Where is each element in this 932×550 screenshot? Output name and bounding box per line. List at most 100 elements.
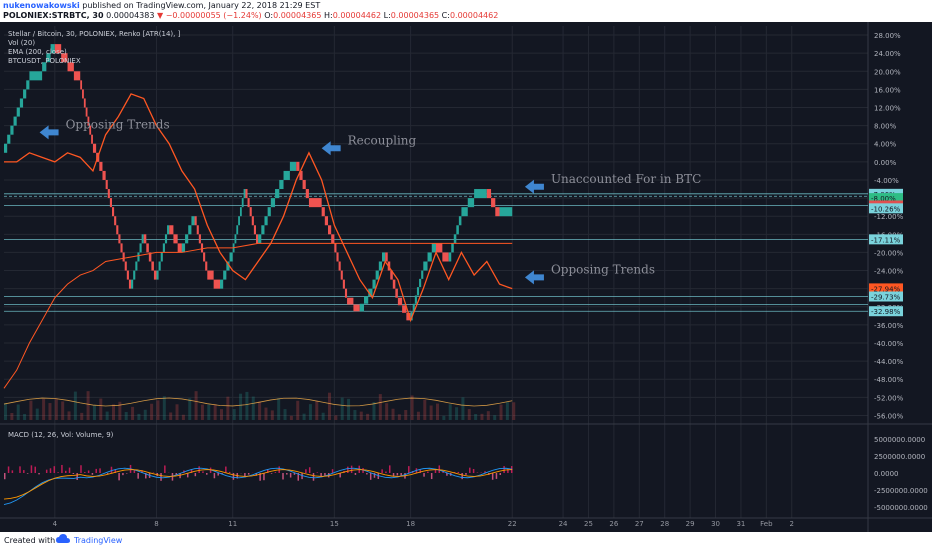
- volume-bar: [175, 404, 179, 420]
- macd-histogram-bar: [34, 466, 36, 473]
- x-tick-label: 24: [559, 520, 568, 528]
- macd-histogram-bar: [171, 473, 174, 481]
- tradingview-logo[interactable]: TradingView: [74, 536, 123, 545]
- annotation-text: Recoupling: [348, 133, 417, 147]
- renko-brick: [191, 216, 195, 226]
- x-tick-label: 27: [635, 520, 644, 528]
- renko-brick: [226, 261, 230, 271]
- volume-bar: [455, 407, 459, 420]
- macd-histogram-bar: [110, 466, 113, 473]
- volume-bar: [442, 415, 446, 420]
- renko-brick: [245, 189, 248, 199]
- macd-histogram-bar: [259, 473, 261, 481]
- renko-brick: [279, 179, 284, 190]
- macd-histogram-bar: [198, 466, 200, 473]
- volume-bar: [289, 415, 293, 420]
- macd-tick-label: 5000000.0000: [874, 436, 925, 444]
- renko-brick: [390, 270, 393, 280]
- renko-brick: [229, 252, 233, 262]
- macd-histogram-bar: [331, 469, 334, 473]
- macd-histogram-bar: [228, 471, 231, 473]
- macd-histogram-bar: [213, 473, 216, 479]
- macd-histogram-bar: [106, 473, 109, 474]
- close-value: 0.00004462: [449, 11, 499, 20]
- renko-brick: [241, 198, 244, 208]
- volume-bar: [29, 400, 33, 420]
- macd-histogram-bar: [87, 470, 90, 473]
- macd-histogram-bar: [434, 469, 437, 473]
- renko-brick: [89, 125, 92, 135]
- y-tick-label: 24.00%: [874, 50, 901, 58]
- btcusdt-line: [4, 93, 513, 323]
- y-tick-label: 4.00%: [874, 141, 897, 149]
- macd-histogram-bar: [141, 470, 143, 473]
- y-tick-label: 8.00%: [874, 123, 897, 131]
- volume-bar: [353, 410, 357, 420]
- footer-bar: Created with TradingView: [0, 532, 932, 550]
- volume-bar: [391, 408, 395, 420]
- macd-histogram-bar: [30, 465, 33, 473]
- volume-bar: [162, 396, 166, 420]
- macd-histogram-bar: [274, 472, 277, 473]
- renko-brick: [261, 225, 265, 235]
- renko-brick: [102, 170, 106, 180]
- macd-histogram-bar: [347, 466, 349, 473]
- author-link[interactable]: nukenowakowski: [3, 1, 80, 10]
- legend-macd[interactable]: MACD (12, 26, Vol: Volume, 9): [8, 431, 114, 439]
- macd-histogram-bar: [186, 473, 189, 478]
- chart-area[interactable]: 4 8 11 15 18 22 24 25 26 27 28 29 30 31 Feb 2 28.00% 24.0…: [0, 22, 932, 532]
- renko-brick: [126, 270, 129, 280]
- macd-histogram-bar: [289, 473, 292, 478]
- renko-brick: [305, 189, 309, 199]
- macd-histogram-bar: [99, 468, 101, 473]
- macd-histogram-bar: [267, 469, 269, 473]
- renko-brick: [251, 216, 254, 226]
- macd-histogram-bar: [381, 469, 383, 473]
- renko-brick: [4, 143, 8, 153]
- renko-brick: [270, 198, 276, 208]
- y-tick-label: 12.00%: [874, 105, 901, 113]
- volume-bar: [410, 395, 414, 420]
- chart-svg[interactable]: 4 8 11 15 18 22 24 25 26 27 28 29 30 31 Feb 2 28.00% 24.0…: [0, 22, 932, 532]
- macd-histogram-bar: [324, 473, 326, 476]
- volume-bar: [366, 413, 370, 420]
- macd-histogram-bar: [61, 464, 63, 473]
- renko-brick: [105, 179, 108, 190]
- legend-btc[interactable]: BTCUSDT, POLONIEX: [8, 57, 81, 65]
- volume-bar: [251, 396, 255, 420]
- renko-brick: [392, 279, 396, 289]
- x-tick-label: Feb: [760, 520, 773, 528]
- change-arrow-icon: ▼: [157, 11, 164, 20]
- macd-histogram-bar: [23, 470, 25, 473]
- renko-brick: [267, 207, 271, 217]
- renko-brick: [353, 304, 360, 312]
- macd-histogram-bar: [293, 473, 296, 475]
- header-line-1: nukenowakowski published on TradingView.…: [3, 1, 320, 10]
- renko-brick: [16, 107, 20, 117]
- renko-brick: [139, 243, 142, 253]
- renko-brick: [207, 270, 214, 280]
- legend-ema[interactable]: EMA (200, close): [8, 48, 67, 56]
- volume-bar: [423, 399, 427, 420]
- y-tick-label: -48.00%: [874, 376, 904, 384]
- renko-brick: [7, 134, 11, 144]
- renko-brick: [414, 295, 417, 304]
- volume-bar: [486, 411, 490, 420]
- volume-bar: [48, 403, 52, 420]
- volume-bar: [194, 391, 198, 420]
- macd-histogram-bar: [118, 473, 120, 481]
- macd-histogram-bar: [427, 471, 429, 473]
- volume-bar: [340, 397, 344, 420]
- symbol-label[interactable]: POLONIEX:STRBTC, 30: [3, 11, 104, 20]
- legend-title[interactable]: Stellar / Bitcoin, 30, POLONIEX, Renko […: [8, 30, 181, 38]
- renko-brick: [448, 252, 452, 262]
- renko-brick: [120, 243, 123, 253]
- renko-brick: [50, 44, 55, 54]
- renko-brick: [131, 279, 134, 289]
- volume-bar: [220, 409, 223, 420]
- macd-histogram-bar: [38, 473, 40, 475]
- renko-brick: [188, 225, 192, 235]
- legend-vol[interactable]: Vol (20): [8, 39, 36, 47]
- macd-line: [3, 467, 513, 505]
- macd-histogram-bar: [145, 473, 147, 479]
